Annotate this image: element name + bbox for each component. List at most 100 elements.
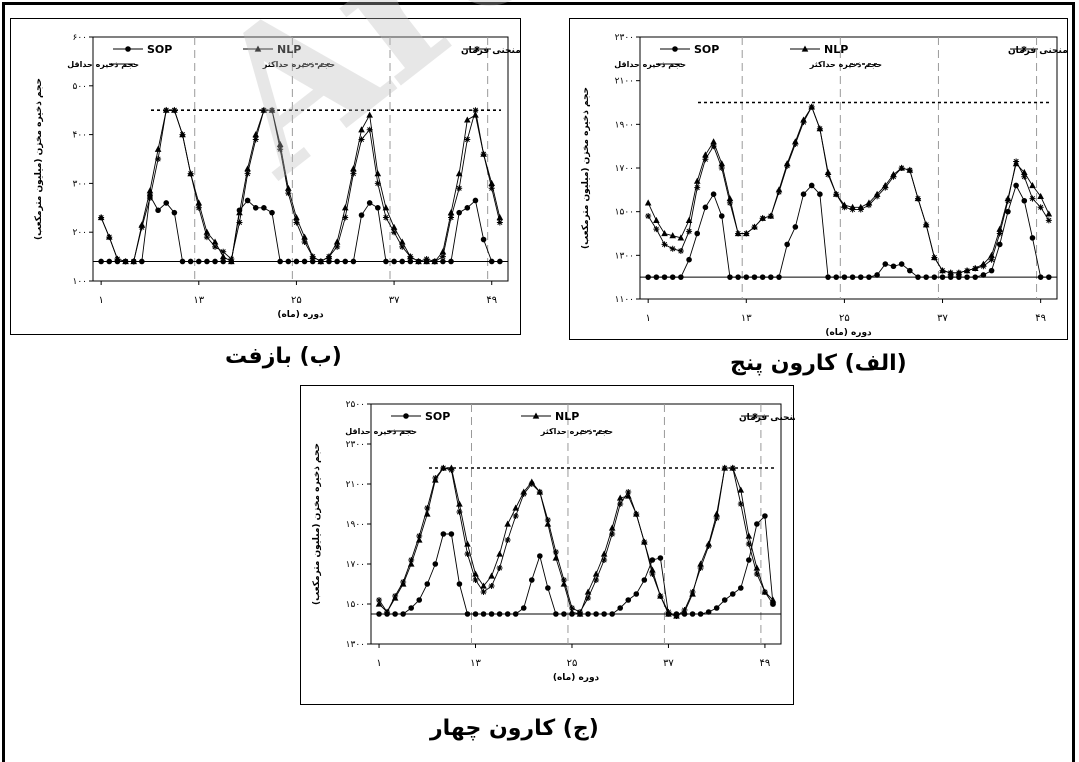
rule-curve-series-point bbox=[645, 213, 652, 220]
legend-min-label: حجم ذخیره حداقل bbox=[67, 60, 139, 69]
rule-curve-series-point bbox=[520, 491, 527, 497]
nlp-series-point bbox=[464, 116, 471, 123]
rule-curve-series-point bbox=[407, 253, 414, 260]
rule-curve-series-point bbox=[705, 543, 712, 549]
rule-curve-series-point bbox=[1013, 158, 1020, 165]
rule-curve-series-point bbox=[122, 258, 129, 265]
y-tick-label: ۱۰۰ bbox=[72, 277, 87, 287]
nlp-series-point bbox=[1029, 181, 1036, 189]
legend-nlp-label: NLP bbox=[277, 43, 301, 56]
rule-curve-series-point bbox=[633, 511, 640, 517]
sop-series-point bbox=[195, 258, 202, 265]
sop-series-point bbox=[776, 274, 782, 280]
chart-panel-karun5: ۱۱۰۰ ۱۳۰۰ ۱۵۰۰ ۱۷۰۰ ۱۹۰۰ ۲۱۰۰ ۲۳۰۰ ۱ ۱۳ ۲۵ ۳۷ ۴۹ دور… bbox=[569, 18, 1068, 340]
rule-curve-series-point bbox=[980, 263, 987, 270]
rule-curve-series-point bbox=[792, 140, 799, 147]
rule-curve-series-point bbox=[625, 489, 632, 495]
nlp-series-point bbox=[480, 582, 487, 589]
caption-karun4: (ج) کارون چهار bbox=[430, 716, 599, 741]
sop-series-point bbox=[375, 205, 381, 211]
rule-curve-series-point bbox=[882, 184, 889, 191]
sop-series-point bbox=[923, 274, 929, 280]
rule-curve-series-point bbox=[244, 170, 251, 177]
rule-curve-series-point bbox=[415, 258, 422, 265]
nlp-series-point bbox=[398, 238, 406, 245]
legend-nlp-label: NLP bbox=[824, 43, 848, 56]
rule-curve-series-point bbox=[431, 258, 438, 265]
sop-series-point bbox=[342, 258, 349, 265]
x-tick-label: ۳۷ bbox=[389, 295, 400, 306]
rule-curve-series-point bbox=[480, 589, 487, 595]
rule-curve-series-point bbox=[857, 206, 864, 213]
rule-curve-series-point bbox=[146, 195, 153, 202]
rule-curve-series-point bbox=[890, 173, 897, 180]
legend-nlp-marker bbox=[532, 412, 540, 419]
legend-nlp-marker bbox=[254, 45, 262, 52]
sop-series-point bbox=[754, 521, 760, 527]
sop-series-point bbox=[653, 274, 660, 280]
sop-series-point bbox=[751, 274, 758, 280]
rule-curve-series-point bbox=[939, 267, 946, 274]
sop-series-point bbox=[705, 609, 712, 615]
sop-series-point bbox=[212, 258, 218, 265]
sop-series-point bbox=[866, 274, 872, 280]
sop-series-point bbox=[480, 236, 487, 243]
rule-curve-series-point bbox=[923, 221, 930, 228]
y-tick-label: ۲۵۰۰ bbox=[346, 400, 365, 410]
sop-series-point bbox=[657, 555, 664, 561]
rule-curve-series-point bbox=[374, 180, 381, 187]
rule-curve-series-point bbox=[816, 125, 823, 132]
rule-curve-series-point bbox=[915, 195, 921, 202]
rule-curve-series-point bbox=[366, 126, 373, 133]
sop-series-point bbox=[1029, 235, 1036, 241]
rule-curve-series-point bbox=[544, 517, 551, 523]
sop-series-point bbox=[480, 611, 487, 617]
sop-series-point bbox=[1037, 274, 1044, 280]
rule-curve-series-point bbox=[697, 565, 704, 571]
rule-curve-series-point bbox=[898, 165, 905, 171]
sop-series-point bbox=[497, 258, 503, 265]
sop-series-point bbox=[269, 209, 275, 216]
sop-series-point bbox=[601, 611, 607, 617]
rule-curve-series-point bbox=[677, 247, 684, 254]
rule-curve-series-point bbox=[833, 191, 840, 198]
rule-curve-series-point bbox=[391, 229, 398, 236]
rule-curve-series-point bbox=[464, 551, 471, 557]
rule-curve-series-point bbox=[456, 185, 463, 192]
legend-max-label: حجم ذخیره حداکثر bbox=[809, 60, 882, 69]
nlp-series-line bbox=[378, 467, 774, 617]
x-axis-label: دوره (ماه) bbox=[825, 328, 872, 338]
nlp-series-point bbox=[726, 195, 734, 202]
nlp-series-point bbox=[496, 550, 503, 557]
sop-series-point bbox=[833, 274, 840, 280]
x-tick-label: ۱ bbox=[98, 295, 103, 306]
x-axis-label: دوره (ماه) bbox=[277, 310, 324, 320]
sop-series-point bbox=[585, 611, 591, 617]
sop-series-point bbox=[204, 258, 210, 265]
sop-series-point bbox=[383, 258, 389, 265]
rule-curve-series-point bbox=[138, 224, 145, 231]
y-tick-label: ۲۱۰۰ bbox=[615, 77, 634, 87]
sop-series-point bbox=[408, 605, 414, 611]
nlp-series-point bbox=[649, 566, 656, 573]
y-tick-label: ۲۰۰ bbox=[72, 228, 87, 238]
rule-curve-series-point bbox=[669, 245, 676, 252]
sop-series-point bbox=[697, 611, 704, 617]
y-tick-label: ۲۱۰۰ bbox=[346, 480, 365, 490]
rule-curve-series-point bbox=[1004, 197, 1011, 204]
rule-curve-series-point bbox=[464, 136, 471, 143]
rule-curve-series-point bbox=[849, 206, 856, 213]
x-tick-label: ۴۹ bbox=[1035, 313, 1046, 324]
x-tick-label: ۳۷ bbox=[663, 658, 674, 669]
nlp-series-point bbox=[276, 140, 284, 147]
rule-curve-series-point bbox=[577, 609, 584, 615]
rule-curve-series-point bbox=[931, 254, 938, 261]
y-tick-label: ۱۱۰۰ bbox=[615, 295, 634, 305]
sop-series-point bbox=[472, 611, 479, 617]
sop-series-point bbox=[713, 605, 720, 611]
sop-series-point bbox=[784, 241, 790, 248]
legend-rule-label: منحنی فرمان bbox=[1008, 46, 1068, 56]
nlp-series-line bbox=[100, 109, 501, 263]
sop-series-point bbox=[98, 258, 104, 265]
nlp-series-point bbox=[568, 608, 576, 615]
